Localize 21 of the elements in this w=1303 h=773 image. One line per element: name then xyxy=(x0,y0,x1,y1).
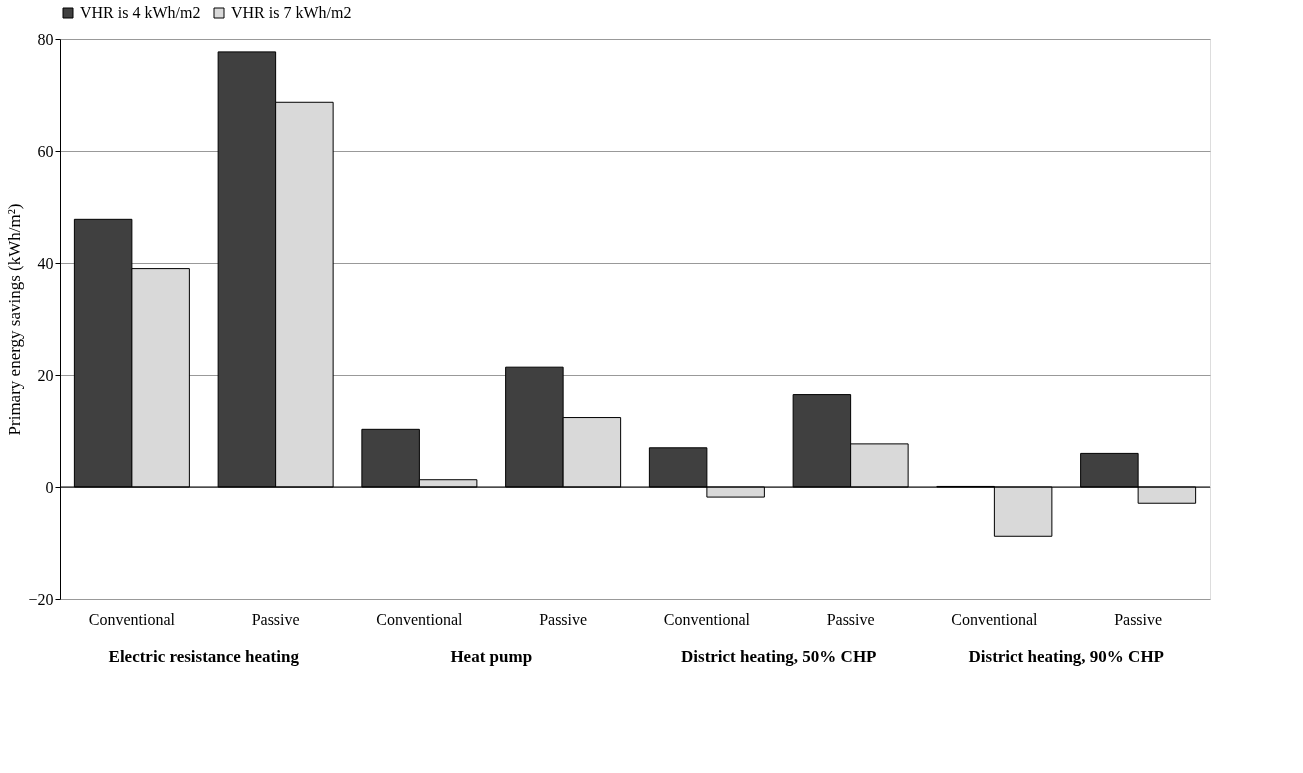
y-tick-label: 0 xyxy=(45,478,54,496)
y-tick-label: 40 xyxy=(37,254,54,272)
x-tick-label: Passive xyxy=(539,610,588,628)
text: District heating, 90% CHP xyxy=(968,647,1164,666)
text: District heating, 50% CHP xyxy=(681,647,877,666)
x-tick-label: Passive xyxy=(251,610,300,628)
x-tick-label: Conventional xyxy=(663,610,751,628)
y-tick-label: 80 xyxy=(37,30,54,48)
legend-label: VHR is 7 kWh/m2 xyxy=(231,4,352,21)
y-tick-label: −20 xyxy=(28,590,54,608)
text: Electric resistance heating xyxy=(108,647,300,666)
x-tick-label: Passive xyxy=(826,610,875,628)
y-axis-title: Primary energy savings (kWh/m²) xyxy=(5,203,25,436)
legend-label: VHR is 4 kWh/m2 xyxy=(80,4,201,21)
x-tick-label: Conventional xyxy=(376,610,464,628)
y-tick-label: 20 xyxy=(37,366,54,384)
x-tick-label: Passive xyxy=(1114,610,1163,628)
x-tick-label: Conventional xyxy=(951,610,1039,628)
text: Heat pump xyxy=(450,647,533,666)
y-tick-label: 60 xyxy=(37,142,54,160)
x-tick-label: Conventional xyxy=(88,610,176,628)
